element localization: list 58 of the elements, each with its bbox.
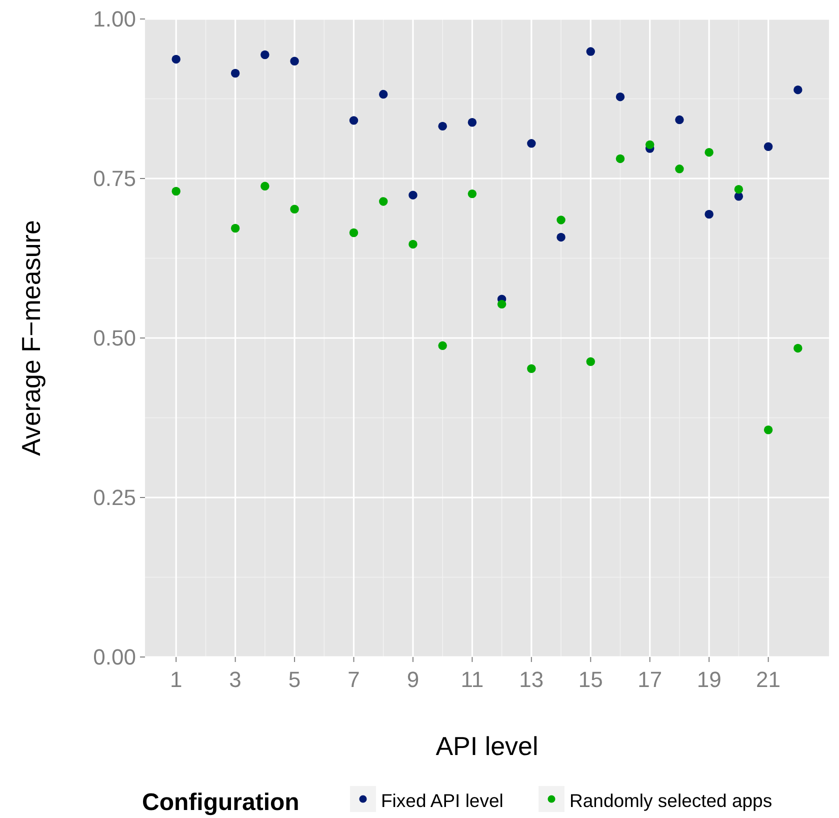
point: [349, 228, 358, 238]
point: [260, 182, 270, 191]
point: [527, 139, 536, 148]
x-axis-title: API level: [436, 731, 538, 761]
point: [734, 184, 744, 194]
point: [794, 344, 802, 353]
point: [616, 92, 625, 102]
point: [556, 216, 566, 224]
point: [675, 115, 684, 124]
x-tick-label: 17: [638, 667, 662, 692]
point: [556, 232, 566, 242]
x-tick-label: 5: [288, 667, 301, 692]
x-tick-label: 7: [348, 667, 360, 692]
legend-label: Randomly selected apps: [570, 790, 772, 811]
point: [438, 341, 447, 350]
y-tick-label: 0.75: [93, 166, 136, 192]
x-tick-label: 11: [460, 667, 484, 692]
point: [408, 240, 418, 249]
point: [408, 190, 418, 200]
point: [794, 85, 802, 94]
x-tick-label: 3: [229, 667, 242, 692]
point: [497, 300, 506, 309]
point: [586, 357, 596, 366]
point: [260, 50, 270, 60]
point: [378, 90, 388, 99]
point: [230, 224, 240, 233]
y-tick-label: 1.00: [93, 6, 136, 32]
point: [172, 186, 180, 196]
point: [349, 116, 358, 125]
point: [230, 68, 240, 78]
point: [645, 140, 654, 150]
point: [527, 364, 536, 373]
point: [468, 118, 477, 127]
point: [290, 56, 299, 66]
point: [378, 197, 388, 206]
y-tick-label: 0.00: [93, 644, 136, 670]
point: [675, 164, 684, 174]
point: [764, 426, 773, 434]
point: [468, 189, 477, 198]
y-tick-label: 0.25: [93, 485, 136, 510]
point: [172, 54, 180, 64]
point: [704, 148, 714, 157]
point: [586, 47, 596, 56]
x-tick-label: 1: [170, 667, 182, 692]
y-axis-title: Average F−measure: [16, 220, 46, 456]
x-tick-label: 21: [756, 667, 781, 692]
point: [764, 142, 773, 151]
point: [290, 204, 299, 214]
x-tick-label: 19: [696, 667, 722, 692]
legend-label: Fixed API level: [381, 790, 504, 811]
point: [704, 210, 714, 219]
point: [438, 122, 447, 131]
point: [616, 154, 625, 164]
x-tick-label: 13: [519, 667, 544, 692]
x-tick-label: 9: [406, 667, 420, 692]
y-tick-label: 0.50: [93, 326, 136, 351]
x-tick-label: 15: [578, 667, 603, 692]
legend-title: Configuration: [142, 789, 300, 816]
